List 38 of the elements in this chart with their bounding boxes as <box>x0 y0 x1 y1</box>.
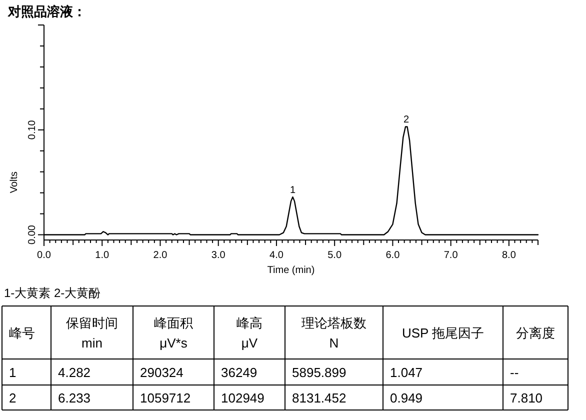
x-tick-label: 0.0 <box>37 250 52 261</box>
text: USP 拖尾因子 <box>402 326 484 340</box>
x-axis-title: Time (min) <box>267 265 315 276</box>
text: 峰高 μV <box>236 316 262 350</box>
text: 290324 <box>140 365 184 380</box>
text: 1.047 <box>390 365 423 380</box>
text: 4.282 <box>58 365 91 380</box>
y-axis-title: Volts <box>9 171 20 194</box>
text: 7.810 <box>510 390 543 406</box>
text: 保留时间 min <box>66 316 118 350</box>
x-tick-label: 5.0 <box>328 250 342 261</box>
text: 峰号 <box>9 326 35 340</box>
x-tick-label: 4.0 <box>270 250 284 261</box>
x-tick-label: 2.0 <box>153 250 168 261</box>
x-tick-label: 3.0 <box>211 250 226 261</box>
annotation: 1 <box>290 185 296 196</box>
text: 1 <box>9 365 16 380</box>
text: 1-大黄素 2-大黄酚 <box>4 286 101 300</box>
x-tick-label: 6.0 <box>386 250 400 261</box>
text: 2 <box>9 390 16 406</box>
text: -- <box>510 365 519 380</box>
annotation: 2 <box>403 114 410 126</box>
text: 0.949 <box>390 390 423 406</box>
y-tick-label: 0.00 <box>27 224 38 244</box>
text: 5895.899 <box>292 365 346 380</box>
text: 分离度 <box>516 326 555 340</box>
chart-title: 对照品溶液： <box>7 4 86 19</box>
x-tick-label: 7.0 <box>444 250 458 261</box>
x-tick-label: 8.0 <box>502 250 516 261</box>
text: 6.233 <box>58 390 91 406</box>
text: 36249 <box>221 365 258 380</box>
text: 理论塔板数 N <box>302 316 366 350</box>
text: 8131.452 <box>292 390 346 406</box>
text: 102949 <box>221 390 264 406</box>
text: 1059712 <box>140 390 191 406</box>
text: 峰面积 μV*s <box>154 316 193 350</box>
y-tick-label: 0.10 <box>27 120 38 140</box>
x-tick-label: 1.0 <box>95 250 110 261</box>
